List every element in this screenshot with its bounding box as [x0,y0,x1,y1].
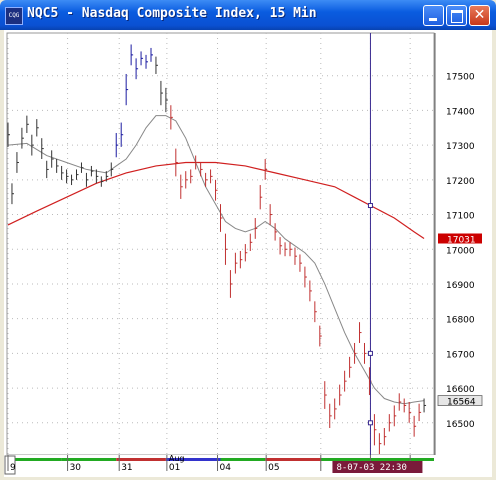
cursor-marker [367,350,373,356]
x-tick-label: 9 [10,463,16,473]
maximize-button[interactable] [446,5,467,26]
session-bar [61,458,117,461]
month-label: Aug [169,454,185,463]
cursor-marker [367,420,373,426]
y-tick-label: 16500 [446,420,475,430]
x-tick-label: 31 [121,463,132,473]
moving-average-short [7,115,425,405]
y-tick-label: 17500 [446,73,475,83]
scroll-handle[interactable] [4,455,16,475]
session-bar [320,458,434,461]
session-bar [116,458,166,461]
y-tick-label: 17400 [446,107,475,117]
minimize-button[interactable] [423,5,444,26]
cursor-date-box [332,461,423,473]
y-tick-label: 16800 [446,316,475,326]
close-icon: ✕ [473,7,486,23]
y-tick-label: 17100 [446,212,475,222]
cursor-marker [367,203,373,209]
ma-price-label-box [438,233,482,244]
y-tick-label: 16900 [446,281,475,291]
x-tick-label: 01 [169,463,180,473]
app-icon[interactable]: CQG [5,7,23,25]
plot-area[interactable] [6,32,435,456]
session-bar [7,458,62,461]
session-bar [265,458,321,461]
cursor-date-label: 8-07-03 22:30 [336,463,406,473]
price-chart[interactable]: 1640016500166001670016800169001700017100… [4,30,492,477]
y-tick-label: 16600 [446,385,475,395]
session-bar [165,458,221,461]
window-title: NQC5 - Nasdaq Composite Index, 15 Min [27,6,317,21]
y-tick-label: 16700 [446,350,475,360]
title-bar[interactable]: CQG NQC5 - Nasdaq Composite Index, 15 Mi… [0,0,496,30]
moving-average-long [7,161,425,239]
current-price-label: 16564 [447,398,476,408]
ma-price-label: 17031 [447,235,476,245]
x-tick-label: 30 [70,463,82,473]
y-tick-label: 17000 [446,246,475,256]
session-bar [220,458,266,461]
y-tick-label: 17300 [446,142,475,152]
x-tick-label: 05 [268,463,279,473]
x-tick-label: 04 [220,463,232,473]
y-tick-label: 17200 [446,177,475,187]
current-price-label-box [437,395,483,406]
close-button[interactable]: ✕ [469,5,490,26]
